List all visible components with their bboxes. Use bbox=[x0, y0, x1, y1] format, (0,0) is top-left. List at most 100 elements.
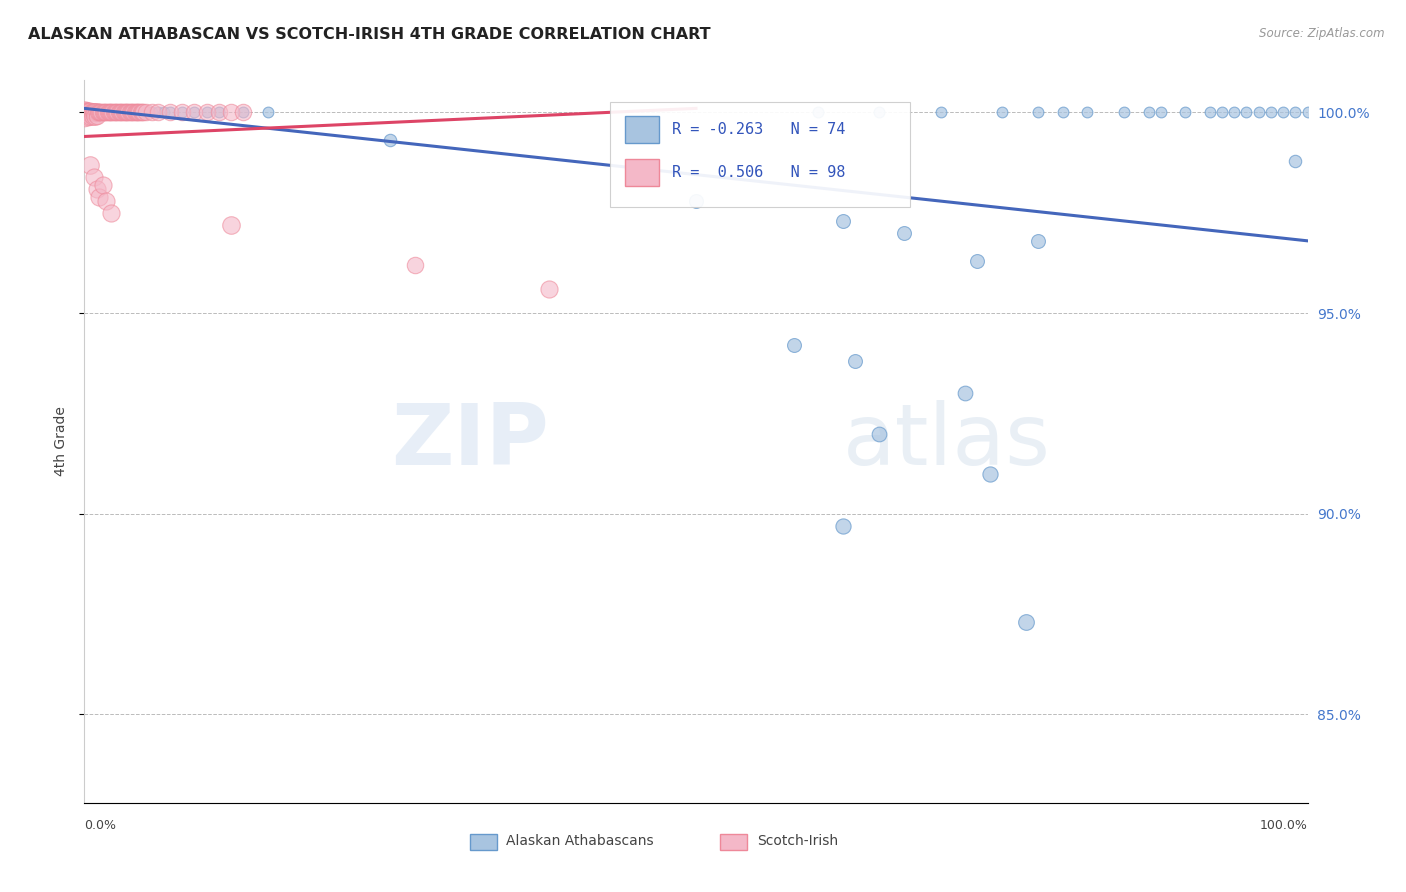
Point bbox=[87, 105, 110, 120]
Point bbox=[219, 105, 242, 120]
Point bbox=[1174, 105, 1197, 120]
Text: Source: ZipAtlas.com: Source: ZipAtlas.com bbox=[1260, 27, 1385, 40]
Point bbox=[125, 105, 148, 120]
Point bbox=[111, 105, 134, 120]
Point bbox=[153, 105, 176, 120]
Point bbox=[82, 105, 104, 120]
Point bbox=[1015, 615, 1038, 630]
Point bbox=[1028, 234, 1050, 248]
Point bbox=[141, 105, 163, 120]
Point bbox=[1137, 105, 1160, 120]
Point bbox=[1150, 105, 1173, 120]
Point bbox=[83, 169, 105, 184]
Point bbox=[73, 110, 96, 124]
Point bbox=[77, 105, 100, 120]
Bar bbox=[720, 834, 748, 850]
Point bbox=[107, 105, 129, 120]
Point bbox=[86, 105, 108, 120]
Point bbox=[89, 105, 111, 120]
Point bbox=[208, 105, 231, 120]
Point bbox=[159, 105, 181, 120]
Point bbox=[115, 105, 138, 120]
Point bbox=[97, 105, 120, 120]
Point bbox=[97, 105, 120, 120]
Point bbox=[257, 105, 280, 120]
Point bbox=[1052, 105, 1074, 120]
Point bbox=[87, 105, 110, 120]
Point bbox=[124, 105, 146, 120]
Point bbox=[146, 105, 169, 120]
Text: ZIP: ZIP bbox=[391, 400, 550, 483]
Point bbox=[100, 105, 122, 120]
Point bbox=[76, 105, 98, 120]
Point bbox=[101, 105, 124, 120]
Point bbox=[90, 105, 112, 120]
Point bbox=[783, 338, 806, 352]
Point bbox=[104, 105, 127, 120]
Point bbox=[110, 105, 132, 120]
Point bbox=[1028, 105, 1050, 120]
Point bbox=[844, 354, 866, 368]
Point bbox=[172, 105, 194, 120]
Point bbox=[1284, 105, 1306, 120]
Point bbox=[172, 105, 194, 120]
Point bbox=[831, 519, 853, 533]
Point bbox=[105, 105, 128, 120]
Point bbox=[125, 105, 148, 120]
Point bbox=[79, 158, 101, 172]
Point bbox=[84, 105, 107, 120]
Point bbox=[128, 105, 150, 120]
Point bbox=[80, 105, 103, 120]
Point bbox=[79, 105, 101, 120]
Point bbox=[97, 105, 120, 120]
Point bbox=[86, 182, 108, 196]
Point bbox=[232, 105, 254, 120]
Text: Scotch-Irish: Scotch-Irish bbox=[758, 834, 838, 848]
Point bbox=[83, 105, 105, 120]
Point bbox=[86, 105, 108, 120]
Point bbox=[219, 218, 242, 232]
Text: 100.0%: 100.0% bbox=[1260, 819, 1308, 832]
Point bbox=[91, 178, 114, 192]
Text: 0.0%: 0.0% bbox=[84, 819, 117, 832]
Point bbox=[96, 194, 118, 208]
Point bbox=[979, 467, 1001, 481]
Point bbox=[232, 105, 254, 120]
Point bbox=[129, 105, 152, 120]
Point bbox=[1260, 105, 1282, 120]
Point bbox=[83, 105, 105, 120]
Point bbox=[953, 386, 976, 401]
Point bbox=[115, 105, 138, 120]
Point bbox=[122, 105, 145, 120]
Point bbox=[82, 110, 104, 124]
Text: ALASKAN ATHABASCAN VS SCOTCH-IRISH 4TH GRADE CORRELATION CHART: ALASKAN ATHABASCAN VS SCOTCH-IRISH 4TH G… bbox=[28, 27, 711, 42]
Point bbox=[195, 105, 218, 120]
Point bbox=[110, 105, 132, 120]
Point bbox=[79, 105, 101, 120]
Point bbox=[1296, 105, 1319, 120]
Text: R =  0.506   N = 98: R = 0.506 N = 98 bbox=[672, 165, 845, 180]
Point bbox=[195, 105, 218, 120]
Point bbox=[114, 105, 136, 120]
Point bbox=[146, 105, 169, 120]
Point bbox=[104, 105, 127, 120]
Point bbox=[93, 105, 115, 120]
Point bbox=[77, 105, 100, 120]
Point bbox=[120, 105, 142, 120]
Text: R = -0.263   N = 74: R = -0.263 N = 74 bbox=[672, 122, 845, 136]
Point bbox=[128, 105, 150, 120]
Point bbox=[404, 258, 426, 272]
Point bbox=[103, 105, 125, 120]
Point bbox=[89, 105, 111, 120]
Point bbox=[1211, 105, 1233, 120]
Point bbox=[82, 105, 104, 120]
FancyBboxPatch shape bbox=[610, 102, 910, 207]
Point bbox=[1247, 105, 1270, 120]
Point bbox=[1114, 105, 1136, 120]
Point bbox=[127, 105, 149, 120]
Point bbox=[117, 105, 139, 120]
Point bbox=[108, 105, 131, 120]
Point bbox=[114, 105, 136, 120]
Point bbox=[100, 206, 122, 220]
Point bbox=[141, 105, 163, 120]
